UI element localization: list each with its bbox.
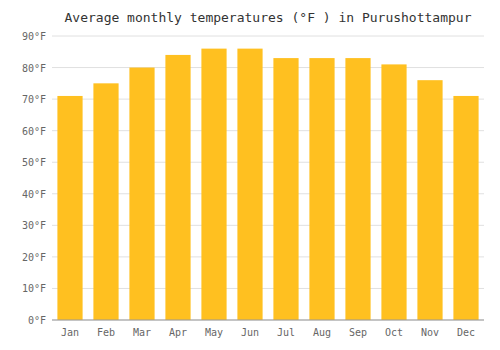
- x-tick-label: May: [205, 327, 223, 338]
- x-tick-label: Dec: [457, 327, 475, 338]
- y-tick-label: 40°F: [22, 189, 46, 200]
- grid-line: [52, 36, 484, 37]
- grid-line: [52, 320, 484, 321]
- y-tick-label: 0°F: [28, 315, 46, 326]
- x-tick-label: Feb: [97, 327, 115, 338]
- y-tick-label: 60°F: [22, 126, 46, 137]
- x-tick-label: Jul: [277, 327, 295, 338]
- y-tick-label: 30°F: [22, 220, 46, 231]
- bar: [309, 58, 334, 320]
- y-tick-label: 70°F: [22, 94, 46, 105]
- bar: [201, 49, 226, 320]
- x-tick-label: Apr: [169, 327, 187, 338]
- x-tick-label: Jan: [61, 327, 79, 338]
- bar: [381, 64, 406, 320]
- bar: [453, 96, 478, 320]
- y-axis: 0°F 10°F 20°F 30°F 40°F 50°F 60°F 70°F 80°F 90°F: [22, 31, 46, 326]
- title: Average monthly temperatures (°F ) in Pu…: [65, 10, 472, 25]
- y-tick-label: 10°F: [22, 283, 46, 294]
- bar: [273, 58, 298, 320]
- y-tick-label: 50°F: [22, 157, 46, 168]
- grid: [52, 36, 484, 320]
- x-axis: Jan Feb Mar Apr May Jun Jul Aug Sep Oct Nov Dec: [61, 327, 475, 338]
- x-tick-label: Sep: [349, 327, 367, 338]
- x-tick-label: Jun: [241, 327, 259, 338]
- y-tick-label: 80°F: [22, 63, 46, 74]
- y-tick-label: 90°F: [22, 31, 46, 42]
- bars: [57, 49, 478, 320]
- x-tick-label: Oct: [385, 327, 403, 338]
- x-tick-label: Nov: [421, 327, 439, 338]
- bar: [57, 96, 82, 320]
- bar: [165, 55, 190, 320]
- y-tick-label: 20°F: [22, 252, 46, 263]
- grid-line: [52, 67, 484, 68]
- bar: [345, 58, 370, 320]
- x-tick-label: Mar: [133, 327, 151, 338]
- bar: [417, 80, 442, 320]
- bar: [237, 49, 262, 320]
- x-axis-line: [52, 320, 484, 321]
- chart-svg: Average monthly temperatures (°F ) in Pu…: [0, 0, 500, 350]
- x-tick-label: Aug: [313, 327, 331, 338]
- chart-container: Average monthly temperatures (°F ) in Pu…: [0, 0, 500, 350]
- bar: [93, 83, 118, 320]
- bar: [129, 68, 154, 320]
